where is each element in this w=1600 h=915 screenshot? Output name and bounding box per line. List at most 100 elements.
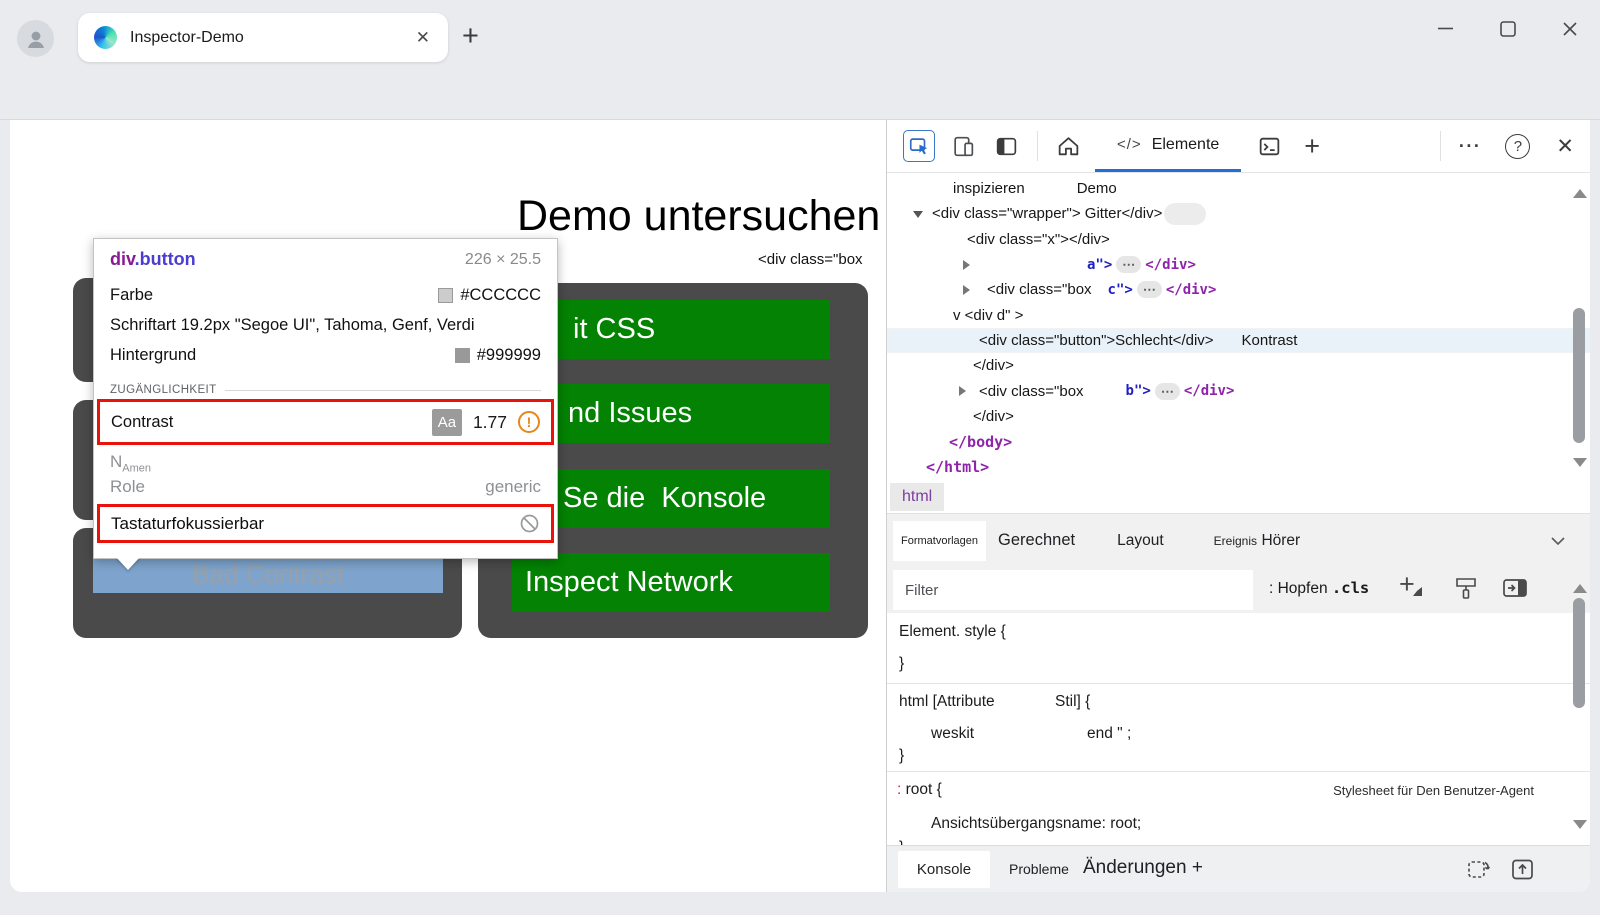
tooltip-selector: div.button xyxy=(110,249,196,269)
browser-tab[interactable]: Inspector-Demo ✕ xyxy=(78,13,448,62)
styles-pane: Element. style { } html [Attribute Stil]… xyxy=(887,613,1590,856)
root-rule[interactable]: : root { xyxy=(897,781,942,798)
styles-scrollbar-thumb[interactable] xyxy=(1573,598,1585,708)
devtools-close-icon[interactable]: ✕ xyxy=(1556,134,1574,158)
dom-row[interactable]: a"> ⋯ </div> xyxy=(887,252,1590,277)
export-up-icon[interactable] xyxy=(1509,856,1536,883)
tab-console[interactable]: Konsole xyxy=(898,851,990,888)
inspect-element-button[interactable] xyxy=(903,130,935,162)
devtools-toolbar: </> Elemente + ··· ? ✕ xyxy=(887,120,1590,173)
breadcrumb-html[interactable]: html xyxy=(890,483,945,511)
color-swatch xyxy=(438,287,454,303)
contrast-row-highlight: Contrast Aa 1.77 ! xyxy=(97,399,554,445)
dom-scrollbar-down[interactable] xyxy=(1573,458,1587,474)
not-allowed-icon xyxy=(520,515,539,533)
dom-row[interactable]: <div class="box b"> ⋯ </div> xyxy=(887,378,1590,403)
chevron-down-icon[interactable] xyxy=(1550,535,1566,547)
ellipsis-badge[interactable]: ⋯ xyxy=(1154,382,1180,400)
dom-tree: inspizieren Demo <div class="wrapper"> Gi… xyxy=(887,176,1590,481)
font-line: Schriftart 19.2px "Segoe UI", Tahoma, Ge… xyxy=(110,315,475,334)
add-tab-button[interactable]: + xyxy=(1304,130,1321,161)
minimize-button[interactable] xyxy=(1435,18,1456,39)
color-label: Farbe xyxy=(110,285,154,304)
dom-scrollbar-up[interactable] xyxy=(1573,182,1587,198)
css-value[interactable]: end " ; xyxy=(1087,725,1132,742)
dom-row[interactable]: <div class="x"></div> xyxy=(967,230,1110,248)
pseudo-class-toggle[interactable]: : Hopfen .cls xyxy=(1269,579,1370,597)
role-row: Role generic xyxy=(110,477,541,497)
inspect-tooltip: div.button 226 × 25.5 Farbe #CCCCCC Schr… xyxy=(93,238,558,560)
devtools-panel: </> Elemente + ··· ? ✕ inspizieren Demo <… xyxy=(886,120,1590,892)
home-icon[interactable] xyxy=(1056,134,1081,159)
role-value: generic xyxy=(485,477,541,497)
tab-strip: Inspector-Demo ✕ + xyxy=(0,0,1600,62)
ellipsis-badge[interactable]: ⋯ xyxy=(1136,281,1162,299)
expand-arrow-icon[interactable] xyxy=(963,284,975,295)
keyboard-focusable-row-highlight: Tastaturfokussierbar xyxy=(97,504,554,544)
styles-scrollbar-up[interactable] xyxy=(1573,577,1587,593)
tab-styles[interactable]: Formatvorlagen xyxy=(893,520,987,561)
css-declaration[interactable]: Ansichtsübergangsname: root; xyxy=(931,815,1142,832)
dom-row-selected[interactable]: <div class="button">Schlecht</div> Kontra… xyxy=(887,327,1590,354)
background-value: #999999 xyxy=(476,345,541,364)
inspect-network-button[interactable]: Inspect Network xyxy=(512,553,830,612)
profile-avatar[interactable] xyxy=(17,20,54,57)
tab-changes[interactable]: Änderungen + xyxy=(1083,857,1203,878)
dom-row[interactable]: </html> xyxy=(926,457,990,476)
find-issues-button[interactable]: nd Issues xyxy=(512,384,830,443)
use-console-button[interactable]: Se die Konsole xyxy=(512,469,830,528)
styles-scrollbar-down[interactable] xyxy=(1573,820,1587,836)
dom-row[interactable]: <div class="box c"> ⋯ </div> xyxy=(887,277,1590,302)
dom-row[interactable]: <div class="wrapper"> Gitter</div> xyxy=(887,201,1590,226)
color-value: #CCCCCC xyxy=(460,285,541,304)
user-agent-stylesheet-note: Stylesheet für Den Benutzer-Agent xyxy=(1333,783,1534,798)
help-icon[interactable]: ? xyxy=(1505,133,1531,159)
tab-close-icon[interactable]: ✕ xyxy=(415,27,430,47)
ellipsis-badge[interactable]: ⋯ xyxy=(1116,256,1142,274)
devtools-more-icon[interactable]: ··· xyxy=(1458,135,1482,156)
background-swatch xyxy=(454,347,470,363)
dom-row[interactable]: </div> xyxy=(973,357,1014,375)
tab-title: Inspector-Demo xyxy=(130,28,244,46)
filter-input[interactable] xyxy=(893,570,1253,610)
element-style-rule[interactable]: Element. style { xyxy=(899,623,1006,640)
html-attr-rule[interactable]: html [Attribute xyxy=(899,693,995,710)
refresh-dashed-icon[interactable] xyxy=(1465,856,1492,883)
browser-toolbar: ← ⟳ https://microsoftedge.github.io/Demo… xyxy=(0,62,1600,179)
dom-row[interactable]: </body> xyxy=(949,432,1013,451)
styles-filter-row: : Hopfen .cls + xyxy=(887,567,1590,613)
name-row: NAmen xyxy=(110,452,152,475)
page-title: Demo untersuchen xyxy=(517,192,881,240)
box-annotation: <div class="box xyxy=(758,251,863,268)
expand-arrow-icon[interactable] xyxy=(959,386,971,397)
dom-scrollbar-thumb[interactable] xyxy=(1573,308,1585,443)
tab-issues[interactable]: Probleme xyxy=(1009,861,1069,877)
dock-side-button[interactable] xyxy=(994,134,1019,159)
contrast-label: Contrast xyxy=(111,412,174,431)
tab-layout[interactable]: Layout xyxy=(1117,531,1164,549)
tab-elements[interactable]: </> Elemente xyxy=(1095,120,1242,172)
tab-event-listeners[interactable]: Ereignis Hörer xyxy=(1213,531,1301,549)
contrast-aa-badge: Aa xyxy=(431,408,462,436)
new-tab-button[interactable]: + xyxy=(462,20,479,52)
new-style-rule-icon[interactable]: + xyxy=(1399,569,1422,600)
dom-row[interactable]: inspizieren Demo xyxy=(953,180,1117,198)
close-window-button[interactable] xyxy=(1560,19,1580,39)
paint-brush-icon[interactable] xyxy=(1453,575,1479,603)
dom-row[interactable]: </div> xyxy=(973,407,1014,425)
window-controls xyxy=(1435,18,1580,39)
maximize-button[interactable] xyxy=(1498,19,1518,39)
device-emulation-button[interactable] xyxy=(951,134,976,159)
keyboard-focusable-label: Tastaturfokussierbar xyxy=(111,513,265,533)
bad-contrast-element[interactable]: Bad Contrast xyxy=(93,556,443,593)
expand-arrow-icon[interactable] xyxy=(963,259,975,270)
edit-css-button[interactable]: it CSS xyxy=(512,300,830,359)
collapse-arrow-icon[interactable] xyxy=(913,210,923,223)
console-drawer-icon[interactable] xyxy=(1257,134,1282,159)
computed-sidebar-toggle-icon[interactable] xyxy=(1501,575,1529,601)
dom-row[interactable]: v <div d" > xyxy=(953,306,1024,324)
warning-icon: ! xyxy=(518,411,540,433)
tab-computed[interactable]: Gerechnet xyxy=(998,531,1076,549)
css-property[interactable]: weskit xyxy=(931,725,975,742)
